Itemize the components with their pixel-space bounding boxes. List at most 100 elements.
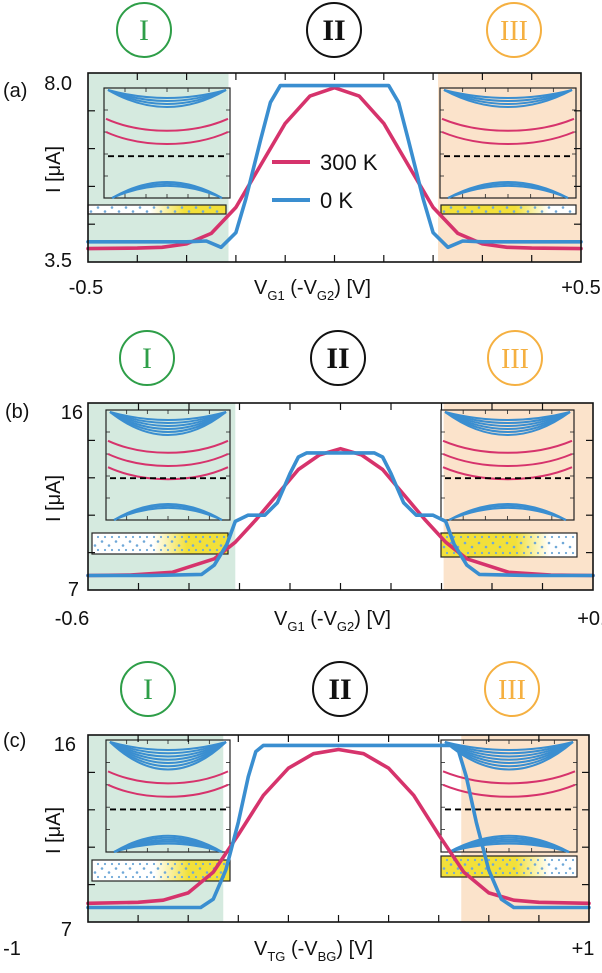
lattice-atom [550, 551, 554, 555]
lattice-atom [536, 858, 540, 862]
lattice-atom [166, 875, 170, 879]
lattice-atom [114, 540, 118, 543]
lattice-atom [173, 875, 177, 879]
lattice-atom [138, 535, 142, 539]
lattice-atom [484, 210, 488, 213]
lattice-atom [212, 540, 216, 543]
lattice-atom [459, 858, 463, 862]
lattice-atom [110, 206, 114, 209]
lattice-atom [89, 210, 93, 213]
lattice-atom [187, 535, 191, 539]
region-III-shade [461, 735, 589, 922]
conduction-band [107, 89, 227, 102]
lattice-atom [131, 862, 135, 866]
conduction-band [109, 741, 227, 751]
lattice-atom [198, 540, 202, 543]
lattice-atom [505, 206, 509, 209]
lattice-atom [103, 548, 107, 552]
lattice-atom [571, 858, 575, 862]
lattice-atom [466, 858, 470, 862]
lattice-atom [156, 540, 160, 543]
lattice-atom [173, 535, 177, 539]
lattice-atom [543, 535, 547, 539]
lattice-atom [463, 863, 467, 866]
lattice-atom [480, 551, 484, 555]
lattice-atom [554, 210, 558, 213]
lattice-atom [522, 535, 526, 539]
lattice-atom [452, 871, 456, 875]
lattice-atom [536, 535, 540, 539]
lattice-atom [177, 544, 181, 547]
lattice-atom [445, 535, 449, 539]
lattice-atom [152, 548, 156, 552]
lattice-atom [124, 206, 128, 209]
conduction-band [444, 411, 571, 430]
lattice-atom [512, 867, 516, 870]
region-I-label: I [143, 673, 153, 706]
conduction-band [109, 741, 227, 761]
lattice-atom [547, 206, 551, 209]
lattice-atom [505, 541, 509, 545]
lattice-atom [170, 540, 174, 543]
conduction-band [444, 741, 574, 755]
lattice-atom [540, 545, 544, 549]
lattice-atom [173, 548, 177, 552]
region-I-label: I [142, 342, 152, 375]
conduction-band [109, 741, 227, 755]
lattice-atom [494, 858, 498, 862]
conduction-band [443, 89, 573, 99]
lattice-atom [194, 548, 198, 552]
y-axis-label: I [μA] [43, 475, 65, 522]
lattice-atom [180, 535, 184, 539]
conduction-band [109, 411, 227, 433]
lattice-atom [526, 867, 530, 870]
lattice-atom [473, 858, 477, 862]
series-line-300K [86, 446, 595, 578]
ribbon-right [440, 532, 578, 558]
ribbon-body [440, 855, 578, 878]
lattice-atom [568, 545, 572, 549]
lattice-atom [159, 548, 163, 552]
valence-band [447, 184, 569, 199]
y-tick-label-top: 16 [61, 402, 83, 424]
lattice-atom [180, 862, 184, 866]
lattice-atom [529, 858, 533, 862]
y-tick-label-top: 8.0 [44, 73, 72, 95]
lattice-atom [456, 210, 460, 213]
lattice-atom [571, 551, 575, 555]
lattice-atom [526, 210, 530, 213]
x-tick-label-left: -0.5 [69, 277, 103, 299]
lattice-atom [487, 551, 491, 555]
lattice-atom [215, 535, 219, 539]
lattice-atom [191, 544, 195, 547]
lattice-atom [494, 535, 498, 539]
lattice-atom [138, 875, 142, 879]
lattice-atom [550, 535, 554, 539]
lattice-atom [142, 540, 146, 543]
lattice-atom [180, 875, 184, 879]
lattice-atom [215, 875, 219, 879]
x-axis-label-s1: G1 [287, 619, 304, 634]
lattice-atom [459, 871, 463, 875]
lattice-atom [110, 875, 114, 879]
lattice-atom [180, 206, 184, 209]
lattice-atom [456, 867, 460, 870]
lattice-atom [156, 867, 160, 870]
lattice-atom [473, 871, 477, 875]
lattice-atom [557, 535, 561, 539]
lattice-atom [184, 540, 188, 543]
lattice-atom [529, 535, 533, 539]
midgap-band [105, 131, 229, 145]
x-axis-label-end: ) [V] [354, 608, 391, 630]
conduction-band [109, 741, 227, 758]
lattice-atom [163, 544, 167, 547]
conduction-band [109, 741, 227, 764]
lattice-atom [547, 863, 551, 866]
lattice-atom [543, 858, 547, 862]
lattice-atom [166, 206, 170, 209]
lattice-atom [100, 540, 104, 543]
lattice-atom [491, 541, 495, 545]
conduction-band [443, 89, 573, 108]
lattice-atom [508, 551, 512, 555]
